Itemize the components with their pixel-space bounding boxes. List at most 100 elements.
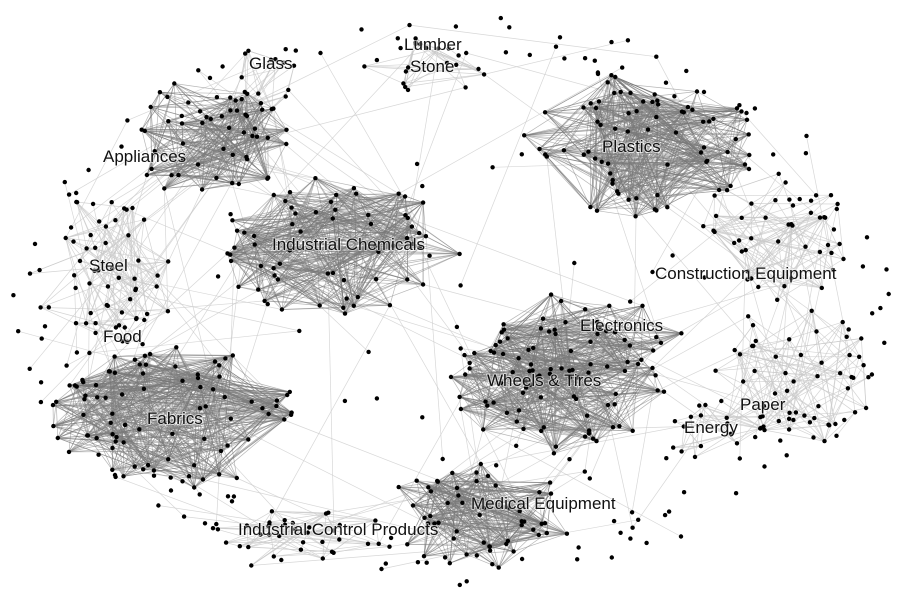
graph-node: [157, 90, 163, 95]
graph-edge: [184, 516, 269, 527]
graph-edge: [518, 357, 578, 378]
graph-edge: [696, 91, 731, 187]
graph-edge: [69, 177, 217, 386]
graph-edge: [256, 136, 269, 178]
graph-edge: [85, 283, 90, 324]
graph-node: [599, 159, 604, 164]
graph-edge: [561, 300, 610, 307]
graph-node: [847, 352, 852, 358]
graph-node: [809, 308, 814, 313]
graph-edge: [726, 372, 786, 419]
graph-edge: [590, 91, 698, 104]
graph-edge: [852, 356, 860, 378]
graph-node: [373, 277, 379, 282]
graph-edge: [734, 324, 754, 351]
graph-edge: [269, 524, 310, 528]
graph-edge: [500, 382, 508, 413]
graph-node: [791, 379, 796, 384]
graph-node: [38, 305, 43, 310]
graph-edge: [612, 91, 622, 181]
graph-edge: [474, 352, 533, 371]
graph-node: [230, 180, 235, 186]
graph-edge: [550, 330, 607, 370]
graph-edge: [264, 226, 413, 302]
graph-edge: [774, 372, 786, 394]
graph-edge: [198, 70, 409, 219]
graph-node: [640, 303, 645, 308]
graph-node: [174, 345, 179, 350]
graph-edge: [590, 124, 601, 208]
graph-edge: [79, 207, 133, 262]
graph-edge: [549, 370, 570, 375]
graph-edge: [357, 235, 427, 298]
graph-edge: [793, 338, 862, 382]
graph-edge: [596, 367, 653, 442]
graph-edge: [506, 412, 590, 431]
graph-edge: [726, 189, 832, 254]
graph-edge: [828, 322, 844, 425]
graph-node: [289, 205, 294, 210]
graph-edge: [40, 307, 96, 334]
graph-edge: [721, 400, 765, 431]
graph-edge: [755, 340, 825, 442]
graph-edge: [754, 370, 825, 442]
graph-edge: [344, 188, 355, 314]
graph-edge: [837, 203, 844, 260]
graph-edge: [244, 232, 379, 253]
graph-edge: [540, 328, 607, 332]
graph-edge: [447, 62, 479, 70]
graph-edge: [570, 350, 665, 393]
graph-node: [564, 531, 570, 536]
graph-node: [170, 431, 175, 436]
graph-edge: [525, 380, 555, 454]
graph-edge: [627, 118, 714, 132]
graph-edge: [817, 354, 850, 377]
graph-edge: [605, 330, 639, 365]
graph-node: [538, 326, 544, 331]
graph-node: [625, 129, 630, 134]
graph-edge: [657, 104, 668, 208]
graph-node: [776, 239, 781, 244]
graph-node: [121, 474, 126, 479]
graph-edge: [506, 370, 570, 414]
graph-node: [548, 292, 554, 297]
graph-edge: [197, 108, 274, 165]
graph-node: [522, 519, 527, 524]
graph-node: [451, 536, 456, 541]
graph-node: [462, 352, 467, 358]
graph-node: [626, 111, 631, 116]
graph-edge: [629, 305, 643, 346]
graph-edge: [300, 217, 408, 232]
graph-edge: [134, 279, 279, 361]
graph-edge: [201, 154, 234, 190]
graph-edge: [273, 267, 320, 306]
graph-edge: [151, 137, 268, 170]
graph-node: [817, 249, 823, 255]
graph-edge: [150, 92, 161, 108]
graph-node: [713, 368, 718, 373]
graph-node: [93, 245, 98, 250]
graph-edge: [202, 479, 454, 539]
graph-node: [753, 338, 758, 344]
graph-edge: [295, 213, 408, 239]
graph-edge: [674, 416, 691, 422]
graph-node: [651, 348, 656, 353]
graph-node: [481, 72, 487, 77]
graph-edge: [407, 48, 439, 91]
graph-edge: [563, 150, 655, 210]
graph-edge: [234, 194, 275, 248]
graph-edge: [238, 137, 269, 185]
graph-edge: [254, 128, 287, 145]
graph-edge: [652, 367, 659, 391]
graph-edge: [539, 82, 608, 150]
graph-edge: [267, 143, 287, 179]
graph-edge: [40, 226, 107, 308]
graph-edge: [254, 235, 408, 280]
graph-node: [88, 310, 93, 316]
graph-node: [454, 485, 460, 491]
graph-node: [420, 200, 426, 205]
graph-node: [271, 192, 276, 198]
graph-edge: [523, 428, 594, 440]
graph-edge: [230, 89, 289, 111]
graph-node: [202, 436, 207, 441]
